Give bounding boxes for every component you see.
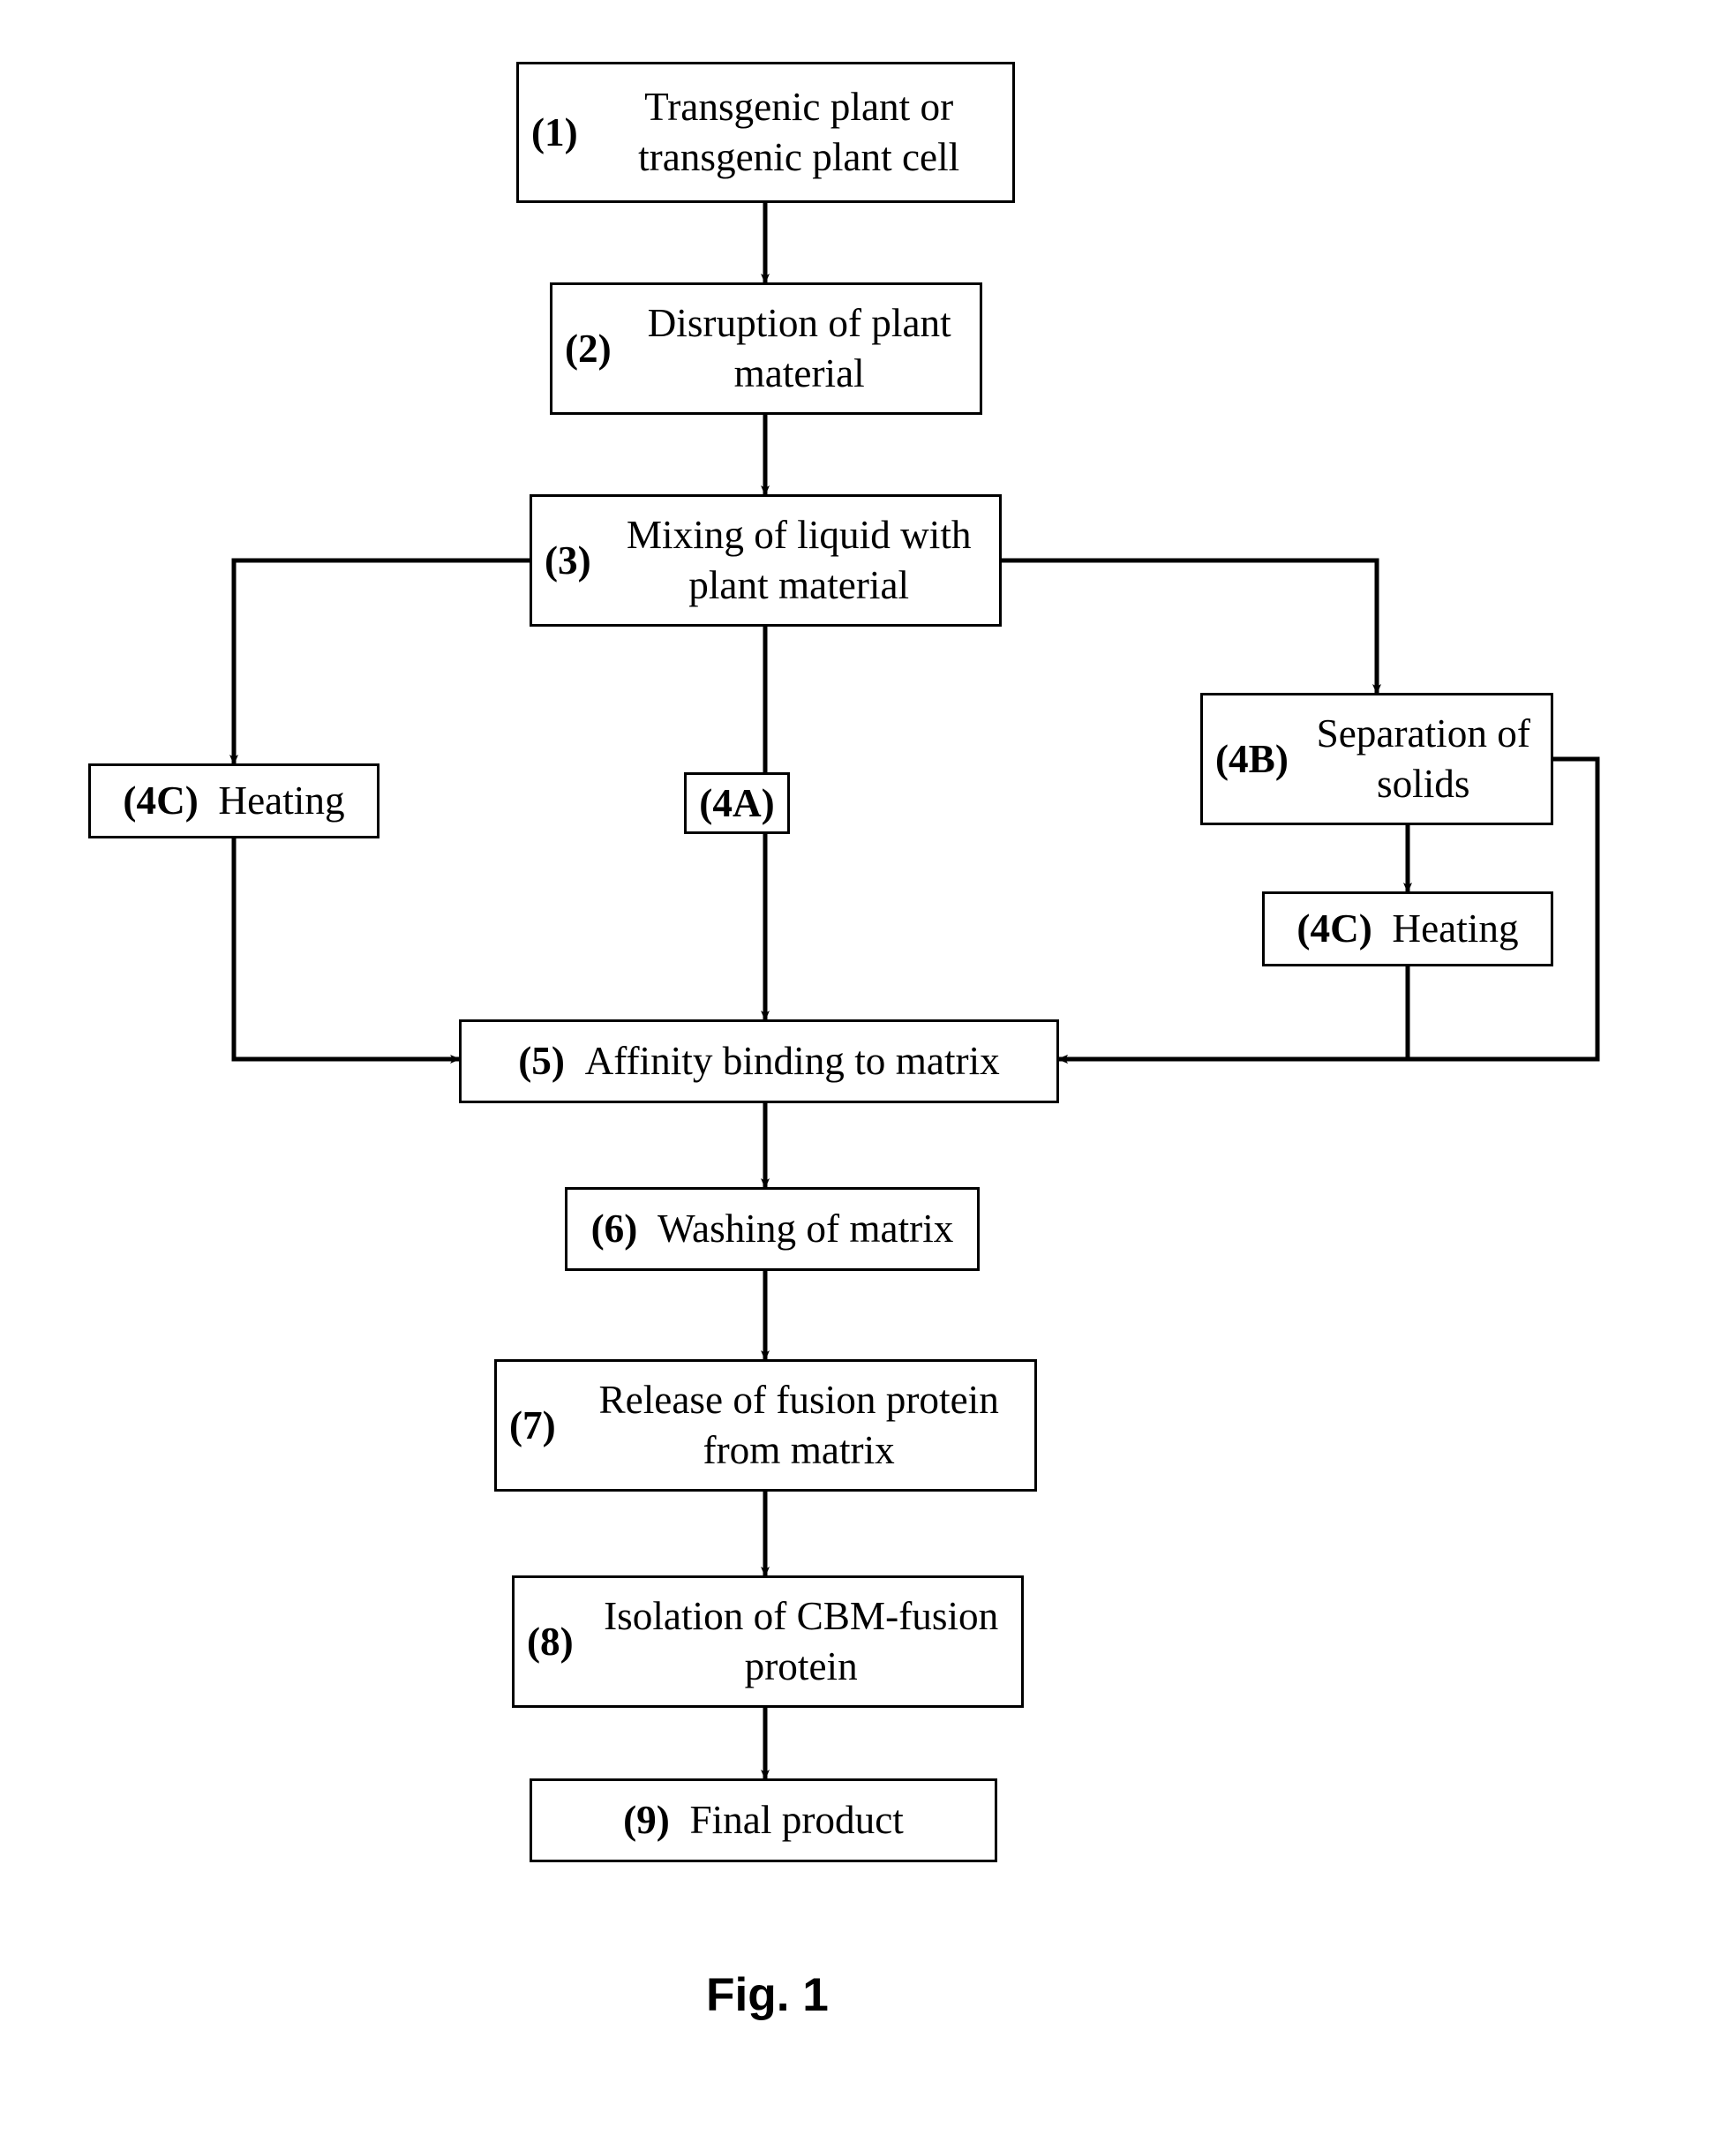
figure-caption: Fig. 1 xyxy=(706,1968,829,2022)
flow-node-label: Heating xyxy=(218,776,344,826)
flow-node-label: Release of fusion protein from matrix xyxy=(575,1375,1022,1475)
flow-node-label: Mixing of liquid with plant material xyxy=(611,510,987,610)
flow-edge-n4c2-n5 xyxy=(1059,966,1408,1059)
flow-node-n1: (1) Transgenic plant or transgenic plant… xyxy=(516,62,1015,203)
flow-edge-n4c1-n5 xyxy=(234,838,459,1059)
flow-node-n3: (3) Mixing of liquid with plant material xyxy=(530,494,1002,627)
flow-node-number: (4C) xyxy=(1296,904,1372,954)
flow-node-number: (6) xyxy=(591,1204,638,1254)
flow-node-label: Affinity binding to matrix xyxy=(585,1036,1000,1086)
flow-node-n6: (6) Washing of matrix xyxy=(565,1187,980,1271)
flow-node-n4c2: (4C) Heating xyxy=(1262,891,1553,966)
flow-edge-n3-n4c1 xyxy=(234,560,530,763)
flow-node-number: (3) xyxy=(545,536,591,586)
flow-node-label: Heating xyxy=(1392,904,1518,954)
flow-node-label: Isolation of CBM-fusion protein xyxy=(593,1591,1009,1691)
flow-node-number: (4C) xyxy=(123,776,198,826)
flow-node-label: Washing of matrix xyxy=(658,1204,953,1254)
flow-node-n9: (9) Final product xyxy=(530,1778,997,1862)
flow-node-number: (9) xyxy=(623,1795,670,1846)
flow-node-number: (8) xyxy=(527,1617,574,1667)
flow-edge-n3-n4b xyxy=(1002,560,1377,693)
flow-node-number: (4A) xyxy=(699,778,774,829)
flow-node-label: Disruption of plant material xyxy=(631,298,967,398)
flow-node-number: (2) xyxy=(565,324,612,374)
flow-node-n7: (7) Release of fusion protein from matri… xyxy=(494,1359,1037,1492)
flow-node-label: Final product xyxy=(689,1795,903,1846)
flow-node-number: (5) xyxy=(518,1036,565,1086)
flow-node-n4b: (4B) Separation of solids xyxy=(1200,693,1553,825)
flow-node-n2: (2) Disruption of plant material xyxy=(550,282,982,415)
flow-node-number: (1) xyxy=(531,108,578,158)
flow-node-n8: (8) Isolation of CBM-fusion protein xyxy=(512,1575,1024,1708)
flow-node-number: (4B) xyxy=(1215,734,1289,785)
flow-node-number: (7) xyxy=(509,1401,556,1451)
flow-node-n4a: (4A) xyxy=(684,772,790,834)
flowchart-canvas: (1) Transgenic plant or transgenic plant… xyxy=(0,0,1736,2135)
flow-node-n4c1: (4C) Heating xyxy=(88,763,380,838)
flow-node-n5: (5) Affinity binding to matrix xyxy=(459,1019,1059,1103)
flow-node-label: Separation of solids xyxy=(1309,709,1539,808)
flow-node-label: Transgenic plant or transgenic plant cel… xyxy=(597,82,1000,182)
